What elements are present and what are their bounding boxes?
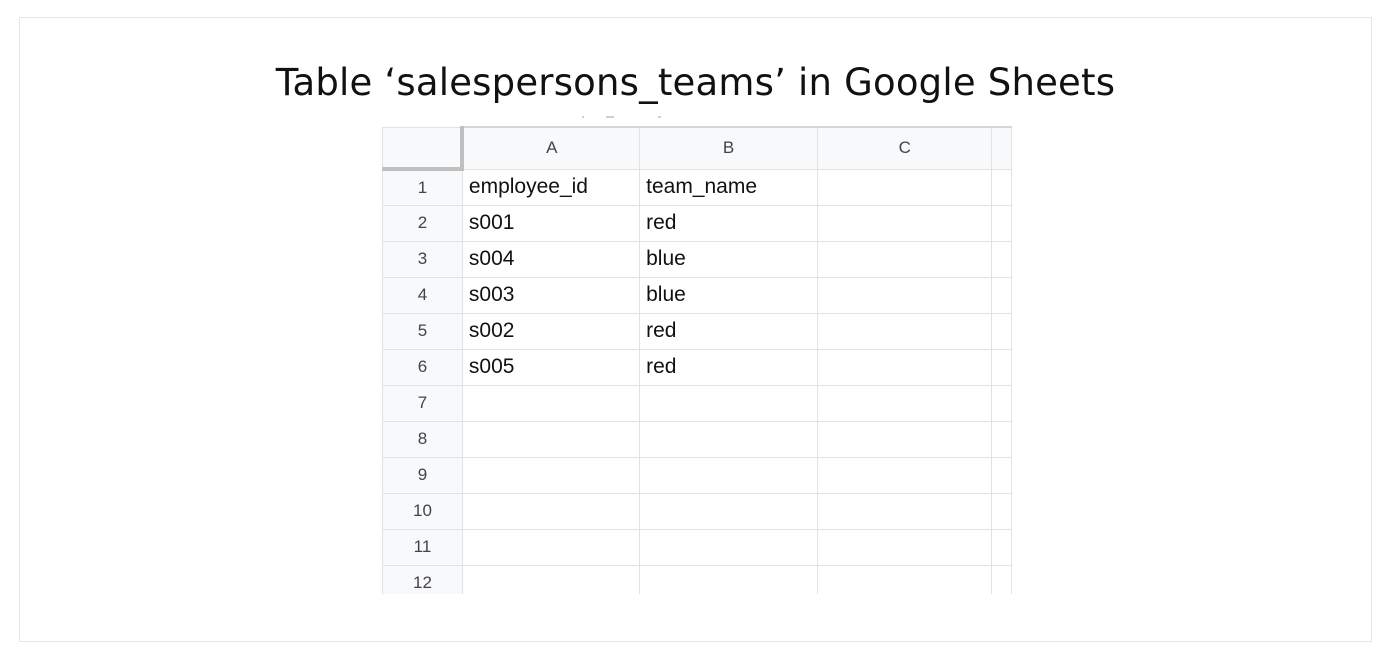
- table-row: 6 s005 red: [382, 348, 1012, 386]
- cell-a[interactable]: [461, 564, 641, 594]
- cell-b[interactable]: red: [639, 204, 819, 242]
- cell-b[interactable]: [639, 384, 819, 422]
- cell-d[interactable]: [991, 312, 1012, 350]
- cell-b[interactable]: blue: [639, 276, 819, 314]
- cell-b[interactable]: blue: [639, 240, 819, 278]
- table-row: 1 employee_id team_name: [382, 168, 1012, 206]
- row-header[interactable]: 4: [382, 276, 463, 314]
- row-header[interactable]: 1: [382, 168, 463, 206]
- cell-d[interactable]: [991, 276, 1012, 314]
- cell-c[interactable]: [817, 564, 993, 594]
- table-row: 3 s004 blue: [382, 240, 1012, 278]
- cell-b[interactable]: [639, 528, 819, 566]
- cell-d[interactable]: [991, 492, 1012, 530]
- cell-a[interactable]: s001: [461, 204, 641, 242]
- cell-a[interactable]: [461, 420, 641, 458]
- table-row: 8: [382, 420, 1012, 458]
- cell-c[interactable]: [817, 204, 993, 242]
- row-header[interactable]: 6: [382, 348, 463, 386]
- page-title: Table ‘salespersons_teams’ in Google She…: [275, 61, 1116, 104]
- cell-b[interactable]: [639, 456, 819, 494]
- cell-d[interactable]: [991, 420, 1012, 458]
- column-header-b[interactable]: B: [639, 126, 819, 170]
- select-all-corner[interactable]: [382, 126, 465, 171]
- cell-a[interactable]: s002: [461, 312, 641, 350]
- row-header[interactable]: 2: [382, 204, 463, 242]
- row-header[interactable]: 5: [382, 312, 463, 350]
- cell-a[interactable]: [461, 456, 641, 494]
- row-header[interactable]: 11: [382, 528, 463, 566]
- cell-d[interactable]: [991, 384, 1012, 422]
- row-header[interactable]: 8: [382, 420, 463, 458]
- table-row: 7: [382, 384, 1012, 422]
- cell-c[interactable]: [817, 348, 993, 386]
- figure-frame: Table ‘salespersons_teams’ in Google She…: [19, 17, 1372, 642]
- cell-a[interactable]: s004: [461, 240, 641, 278]
- sheet-grid: A B C 1 employee_id team_name 2 s001 red 3 s004…: [382, 126, 1012, 594]
- cell-c[interactable]: [817, 420, 993, 458]
- cell-d[interactable]: [991, 240, 1012, 278]
- table-row: 11: [382, 528, 1012, 566]
- cell-b[interactable]: team_name: [639, 168, 819, 206]
- cell-b[interactable]: [639, 492, 819, 530]
- cell-a[interactable]: s003: [461, 276, 641, 314]
- table-row: 2 s001 red: [382, 204, 1012, 242]
- cell-c[interactable]: [817, 456, 993, 494]
- cell-c[interactable]: [817, 240, 993, 278]
- cell-b[interactable]: red: [639, 312, 819, 350]
- cell-b[interactable]: [639, 564, 819, 594]
- cell-a[interactable]: s005: [461, 348, 641, 386]
- row-header[interactable]: 9: [382, 456, 463, 494]
- table-row: 10: [382, 492, 1012, 530]
- column-header-a[interactable]: A: [461, 126, 641, 170]
- row-header[interactable]: 12: [382, 564, 463, 594]
- cell-a[interactable]: [461, 528, 641, 566]
- cell-d[interactable]: [991, 168, 1012, 206]
- cell-d[interactable]: [991, 204, 1012, 242]
- table-row: 12: [382, 564, 1012, 594]
- cell-c[interactable]: [817, 312, 993, 350]
- row-header[interactable]: 7: [382, 384, 463, 422]
- cell-a[interactable]: [461, 384, 641, 422]
- spreadsheet-view: A B C 1 employee_id team_name 2 s001 red 3 s004…: [382, 112, 1012, 594]
- row-header[interactable]: 3: [382, 240, 463, 278]
- toolbar-remnant: [382, 112, 1012, 126]
- cell-c[interactable]: [817, 168, 993, 206]
- column-header-d[interactable]: [991, 126, 1012, 170]
- cell-a[interactable]: [461, 492, 641, 530]
- table-row: 4 s003 blue: [382, 276, 1012, 314]
- cell-c[interactable]: [817, 492, 993, 530]
- column-header-c[interactable]: C: [817, 126, 993, 170]
- cell-d[interactable]: [991, 564, 1012, 594]
- cell-d[interactable]: [991, 348, 1012, 386]
- cell-b[interactable]: red: [639, 348, 819, 386]
- cell-c[interactable]: [817, 528, 993, 566]
- cell-d[interactable]: [991, 456, 1012, 494]
- cell-b[interactable]: [639, 420, 819, 458]
- cell-d[interactable]: [991, 528, 1012, 566]
- cell-c[interactable]: [817, 276, 993, 314]
- row-header[interactable]: 10: [382, 492, 463, 530]
- table-row: 5 s002 red: [382, 312, 1012, 350]
- column-header-row: A B C: [382, 126, 1012, 171]
- table-row: 9: [382, 456, 1012, 494]
- cell-c[interactable]: [817, 384, 993, 422]
- cell-a[interactable]: employee_id: [461, 168, 641, 206]
